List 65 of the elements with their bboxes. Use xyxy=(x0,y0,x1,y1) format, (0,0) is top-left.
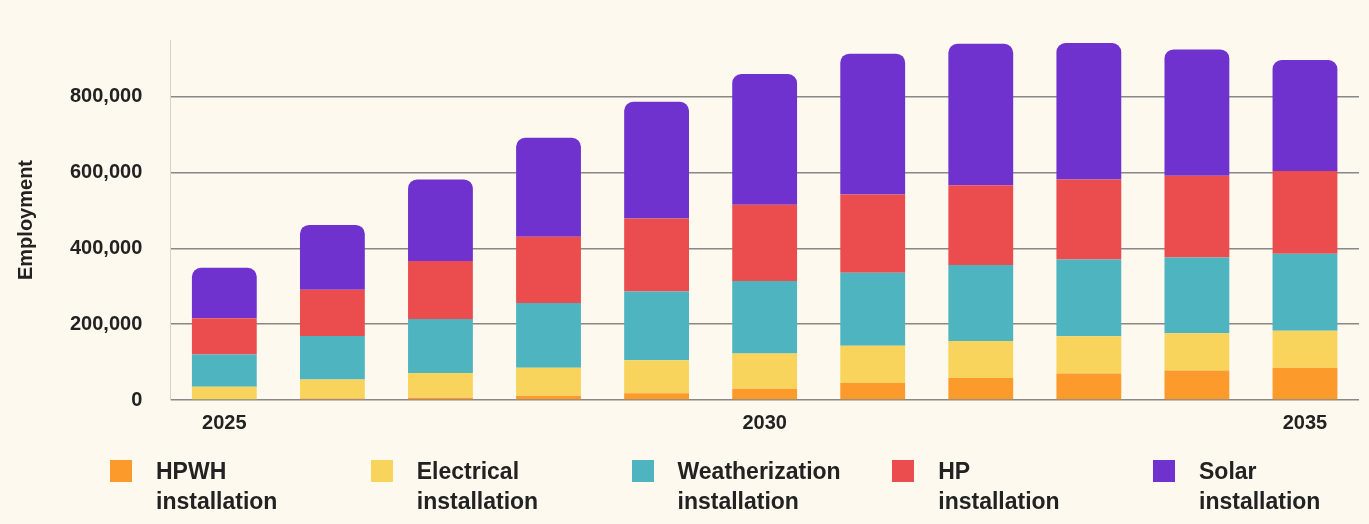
x-tick-label: 2030 xyxy=(742,410,787,433)
bar xyxy=(1272,330,1338,368)
y-tick-label: 400,000 xyxy=(70,235,143,258)
bar xyxy=(299,335,365,380)
bar xyxy=(1272,253,1338,331)
bar xyxy=(1164,175,1230,258)
bar xyxy=(516,137,581,237)
bar xyxy=(1056,373,1122,400)
bar xyxy=(840,53,906,195)
bar xyxy=(1056,43,1122,180)
legend-label: Electrical installation xyxy=(416,457,540,516)
legend-label: Solar installation xyxy=(1199,457,1322,516)
bar xyxy=(408,179,473,261)
bar xyxy=(840,194,906,273)
bar xyxy=(948,185,1014,266)
bar xyxy=(408,318,473,374)
bar xyxy=(732,281,798,354)
bar xyxy=(408,260,473,319)
bar xyxy=(1056,259,1122,337)
bar xyxy=(840,272,906,346)
bar xyxy=(299,289,365,336)
legend-label: HP installation xyxy=(938,457,1061,516)
bar xyxy=(299,379,365,399)
bar xyxy=(624,393,689,400)
bar xyxy=(732,353,798,389)
x-tick-label: 2035 xyxy=(1282,410,1328,433)
y-tick-label: 600,000 xyxy=(70,160,143,183)
y-tick-label: 0 xyxy=(131,387,143,410)
bar xyxy=(191,354,257,387)
bar xyxy=(624,291,689,361)
bar xyxy=(299,224,365,290)
bar xyxy=(516,302,581,368)
bar xyxy=(840,345,906,383)
bar xyxy=(948,340,1014,379)
bar xyxy=(948,378,1014,400)
bar xyxy=(840,382,906,400)
bar xyxy=(1056,179,1122,260)
bar xyxy=(1272,60,1338,172)
bar xyxy=(191,318,257,355)
bar xyxy=(624,101,689,219)
bar xyxy=(624,360,689,394)
y-tick-label: 800,000 xyxy=(70,84,143,107)
bar xyxy=(948,43,1014,186)
y-tick-label: 200,000 xyxy=(70,311,143,334)
bar xyxy=(408,373,473,398)
y-axis-title: Employment xyxy=(13,159,36,281)
bar xyxy=(1272,367,1338,400)
bar xyxy=(516,236,581,303)
bar xyxy=(948,265,1014,341)
bar xyxy=(1272,171,1338,254)
bar xyxy=(624,218,689,292)
bar xyxy=(732,204,798,282)
bar xyxy=(732,74,798,205)
bar xyxy=(1164,370,1230,400)
bar xyxy=(1164,257,1230,334)
bar xyxy=(1056,336,1122,374)
bar xyxy=(732,388,798,400)
bar xyxy=(191,386,257,400)
bar xyxy=(516,367,581,396)
bar xyxy=(1164,49,1230,176)
x-tick-label: 2025 xyxy=(202,410,247,433)
bar xyxy=(191,267,257,319)
legend-label: Weatherization installation xyxy=(677,457,841,516)
legend-label: HPWH installation xyxy=(156,457,279,516)
bar xyxy=(1164,333,1230,371)
